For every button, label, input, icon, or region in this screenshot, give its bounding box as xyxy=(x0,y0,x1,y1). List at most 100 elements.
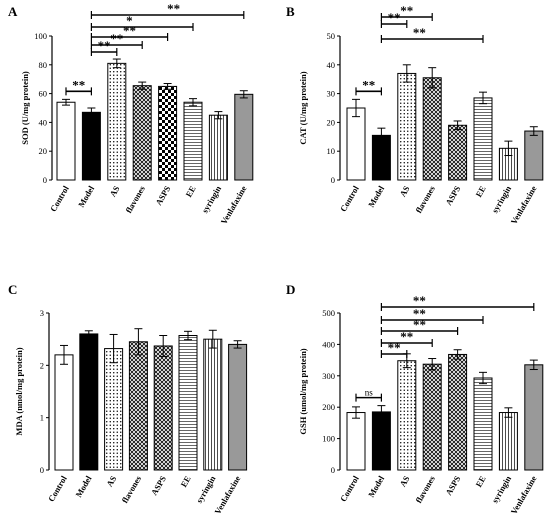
y-tick-label: 80 xyxy=(39,60,48,70)
category-label: syringin xyxy=(490,474,514,505)
y-tick-label: 100 xyxy=(322,434,335,444)
bar-ee xyxy=(183,101,203,181)
y-tick-label: 60 xyxy=(39,89,48,99)
bar-control xyxy=(346,412,366,471)
category-label: Control xyxy=(46,473,69,503)
y-axis-label: CAT (U/mg protein) xyxy=(298,71,308,144)
category-label: Model xyxy=(366,473,387,499)
bar-asps xyxy=(158,85,178,181)
panel-d: D 0 100 200 300 400 500 GSH (umol/mg protein) Co… xyxy=(286,282,544,516)
y-tick-label: 3 xyxy=(40,308,44,318)
significance-label: ** xyxy=(413,306,426,321)
bar-syringin xyxy=(498,412,518,471)
category-label: flavones xyxy=(413,473,437,504)
category-label: Venlafaxine xyxy=(219,184,249,226)
bar-asps xyxy=(153,345,173,471)
panel-a: A 0 20 40 60 80 100 SOD (U/mg protein) Control Mo… xyxy=(8,1,254,226)
bar-as xyxy=(397,72,417,181)
category-label: AS xyxy=(397,474,411,489)
category-label: Venlafaxine xyxy=(509,474,539,516)
category-label: ASPS xyxy=(153,184,172,207)
y-tick-label: 50 xyxy=(327,31,336,41)
y-tick-label: 40 xyxy=(327,60,336,70)
y-tick-label: 10 xyxy=(327,146,336,156)
bar-flavones xyxy=(422,77,442,181)
bar-control xyxy=(346,107,366,181)
panel-b: B 0 10 20 30 40 50 CAT (U/mg protein) Control Mod… xyxy=(286,3,544,226)
category-label: Venlafaxine xyxy=(509,184,539,226)
category-label: AS xyxy=(104,474,118,489)
significance-label: ** xyxy=(72,77,85,92)
y-tick-label: 0 xyxy=(331,465,335,475)
significance-label: ns xyxy=(365,388,374,398)
significance-label: ** xyxy=(413,293,426,308)
significance-label: ** xyxy=(413,25,426,40)
y-tick-label: 400 xyxy=(322,339,335,349)
category-label: Model xyxy=(366,183,387,209)
bar-venlafaxine xyxy=(524,130,544,181)
category-label: ASPS xyxy=(443,184,462,207)
category-label: AS xyxy=(397,184,411,199)
y-axis-label: MDA (nmol/mg protein) xyxy=(14,347,24,435)
y-tick-label: 100 xyxy=(34,31,47,41)
bar-ee xyxy=(473,377,493,471)
significance-label: ** xyxy=(167,1,180,16)
y-axis-label: SOD (U/mg protein) xyxy=(20,71,30,145)
panel-letter: B xyxy=(286,4,295,19)
y-tick-label: 2 xyxy=(40,360,44,370)
category-label: EE xyxy=(473,474,487,489)
significance-label: ** xyxy=(400,3,413,18)
category-label: syringin xyxy=(194,474,218,505)
bar-flavones xyxy=(128,341,148,471)
bar-flavones xyxy=(422,363,442,471)
bar-model xyxy=(79,333,99,471)
y-tick-label: 30 xyxy=(327,89,336,99)
panel-letter: D xyxy=(286,282,295,297)
bar-asps xyxy=(448,353,468,471)
bar-venlafaxine xyxy=(234,93,254,181)
y-tick-label: 1 xyxy=(40,413,44,423)
bar-model xyxy=(371,411,391,471)
bar-as xyxy=(397,360,417,471)
category-label: flavones xyxy=(413,183,437,214)
significance-label: ** xyxy=(362,77,375,92)
bar-asps xyxy=(448,124,468,181)
bar-venlafaxine xyxy=(524,364,544,471)
bar-control xyxy=(54,354,74,471)
category-label: Control xyxy=(338,183,361,213)
category-label: ASPS xyxy=(149,474,168,497)
y-tick-label: 0 xyxy=(40,465,44,475)
category-label: Model xyxy=(76,183,97,209)
y-tick-label: 200 xyxy=(322,402,335,412)
significance-label: ** xyxy=(400,329,413,344)
bar-flavones xyxy=(132,85,152,181)
category-label: flavones xyxy=(120,473,144,504)
y-tick-label: 0 xyxy=(43,175,47,185)
y-tick-label: 500 xyxy=(322,308,335,318)
bar-model xyxy=(81,111,101,181)
category-label: syringin xyxy=(490,184,514,215)
significance-label: * xyxy=(126,13,133,28)
bar-control xyxy=(56,101,76,181)
panel-letter: C xyxy=(8,282,17,297)
y-tick-label: 20 xyxy=(327,117,336,127)
y-tick-label: 40 xyxy=(39,117,48,127)
bar-ee xyxy=(473,97,493,181)
category-label: syringin xyxy=(200,184,224,215)
bar-as xyxy=(104,348,124,471)
panel-c: C 0 1 2 3 MDA (nmol/mg protein) Control Model AS… xyxy=(8,282,248,516)
y-tick-label: 20 xyxy=(39,146,48,156)
bar-syringin xyxy=(208,114,228,181)
category-label: AS xyxy=(107,184,121,199)
significance-label: ** xyxy=(110,31,123,46)
category-label: EE xyxy=(183,184,197,199)
bar-ee xyxy=(178,335,198,471)
category-label: Model xyxy=(73,473,94,499)
category-label: Control xyxy=(338,473,361,503)
category-label: EE xyxy=(473,184,487,199)
category-label: ASPS xyxy=(443,474,462,497)
y-axis-label: GSH (umol/mg protein) xyxy=(298,348,308,434)
bar-syringin xyxy=(203,338,223,471)
category-label: flavones xyxy=(123,183,147,214)
